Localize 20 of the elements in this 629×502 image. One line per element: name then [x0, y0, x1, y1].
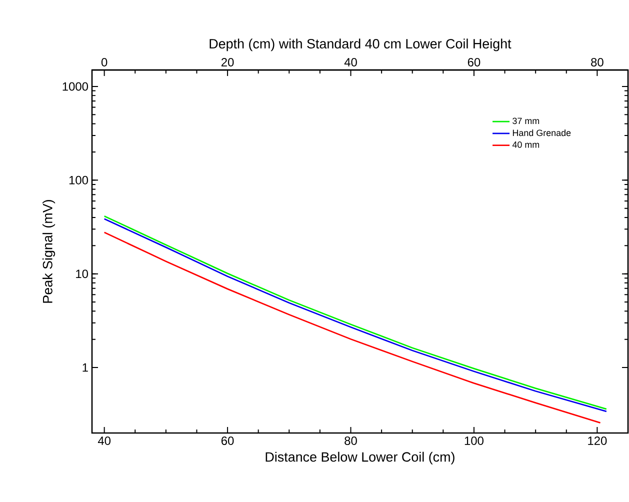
x2-tick-label: 80 — [591, 58, 604, 66]
x-tick-label: 120 — [588, 436, 607, 445]
x-tick-label: 60 — [222, 436, 234, 445]
x2-tick-label: 60 — [468, 58, 480, 66]
y-tick-label: 10 — [76, 270, 88, 278]
x2-tick-label: 40 — [344, 58, 357, 66]
legend-label: 37 mm — [512, 118, 540, 124]
y-tick-label: 1 — [82, 363, 88, 372]
legend-label: 40 mm — [512, 141, 540, 148]
y-tick-label: 100 — [69, 176, 88, 184]
x-tick-label: 100 — [464, 436, 484, 445]
y-tick-label: 1000 — [62, 82, 88, 91]
x2-axis-title: Depth (cm) with Standard 40 cm Lower Coil Height — [210, 38, 512, 52]
x-tick-label: 80 — [344, 436, 357, 445]
x2-tick-label: 0 — [101, 58, 108, 66]
legend-label: Hand Grenade — [512, 129, 571, 136]
x2-tick-label: 20 — [221, 58, 234, 66]
x-tick-label: 40 — [98, 436, 111, 445]
x-axis-title: Distance Below Lower Coil (cm) — [266, 452, 454, 464]
y-axis-title: Peak Signal (mV) — [42, 200, 56, 303]
